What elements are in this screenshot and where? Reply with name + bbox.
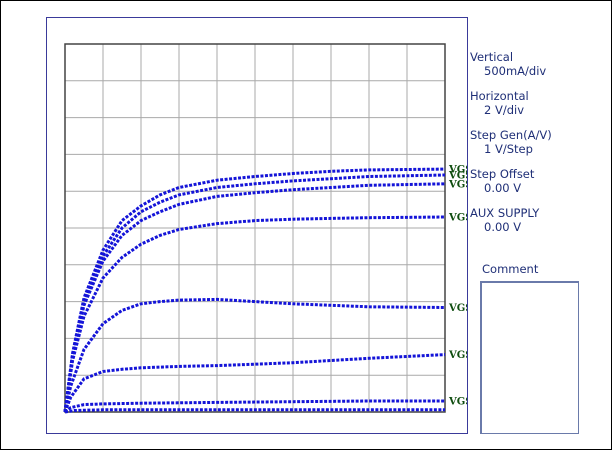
series-trace — [64, 399, 445, 414]
series-trace — [64, 408, 445, 414]
step-gen-label: Step Gen(A/V) — [470, 128, 552, 142]
vertical-label: Vertical — [470, 50, 514, 64]
iv-curve-plot: VGS=10VVGS=9VVGS=8VVGS=7VVGS=6VVGS=5VVGS… — [63, 43, 503, 414]
series-trace — [63, 167, 446, 413]
aux-supply-label: AUX SUPPLY — [470, 206, 540, 220]
comment-label: Comment — [482, 262, 539, 276]
vertical-value: 500mA/div — [484, 64, 547, 78]
step-offset-label: Step Offset — [470, 167, 535, 181]
series-trace — [63, 353, 446, 413]
series-label: VGS=5V — [448, 350, 467, 361]
series-trace — [63, 182, 446, 413]
series-label: VGS=6V — [448, 303, 467, 314]
step-offset-value: 0.00 V — [484, 181, 522, 195]
plot-border — [64, 43, 446, 413]
aux-supply-value: 0.00 V — [484, 220, 522, 234]
step-gen-value: 1 V/Step — [484, 142, 533, 156]
series-trace — [63, 297, 446, 413]
scope-display-panel: VGS=10VVGS=9VVGS=8VVGS=7VVGS=6VVGS=5VVGS… — [46, 17, 503, 434]
series-trace — [63, 215, 446, 413]
settings-panel: Vertical 500mA/div Horizontal 2 V/div St… — [470, 50, 608, 245]
horizontal-label: Horizontal — [470, 89, 529, 103]
horizontal-value: 2 V/div — [484, 103, 525, 117]
series-label: VGS=7V — [448, 212, 467, 223]
comment-textarea[interactable] — [480, 281, 579, 434]
series-label: VGS=4V — [448, 396, 467, 407]
series-label: VGS=8V — [448, 179, 467, 190]
